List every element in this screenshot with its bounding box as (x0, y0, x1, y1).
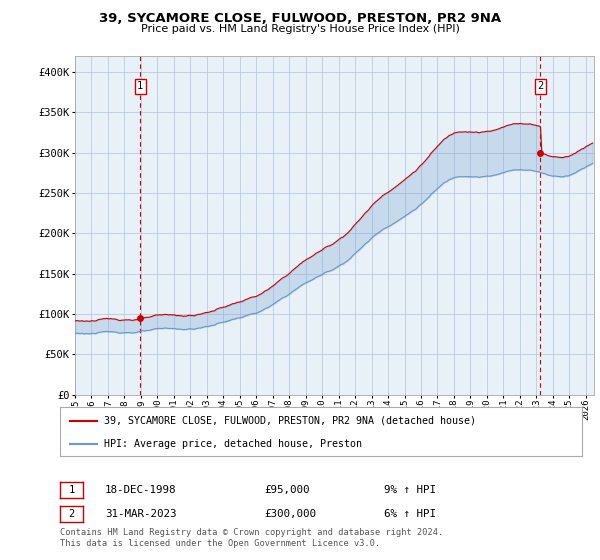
Text: 18-DEC-1998: 18-DEC-1998 (105, 485, 176, 495)
Text: 2: 2 (538, 82, 544, 91)
Text: 9% ↑ HPI: 9% ↑ HPI (384, 485, 436, 495)
Text: 1: 1 (68, 485, 74, 495)
Text: Contains HM Land Registry data © Crown copyright and database right 2024.
This d: Contains HM Land Registry data © Crown c… (60, 528, 443, 548)
Text: 2: 2 (68, 509, 74, 519)
Text: 39, SYCAMORE CLOSE, FULWOOD, PRESTON, PR2 9NA: 39, SYCAMORE CLOSE, FULWOOD, PRESTON, PR… (99, 12, 501, 25)
Text: £300,000: £300,000 (264, 509, 316, 519)
Text: 39, SYCAMORE CLOSE, FULWOOD, PRESTON, PR2 9NA (detached house): 39, SYCAMORE CLOSE, FULWOOD, PRESTON, PR… (104, 416, 476, 426)
Text: 1: 1 (137, 82, 143, 91)
Text: 6% ↑ HPI: 6% ↑ HPI (384, 509, 436, 519)
Text: 31-MAR-2023: 31-MAR-2023 (105, 509, 176, 519)
Text: Price paid vs. HM Land Registry's House Price Index (HPI): Price paid vs. HM Land Registry's House … (140, 24, 460, 34)
Text: HPI: Average price, detached house, Preston: HPI: Average price, detached house, Pres… (104, 438, 362, 449)
Text: £95,000: £95,000 (264, 485, 310, 495)
